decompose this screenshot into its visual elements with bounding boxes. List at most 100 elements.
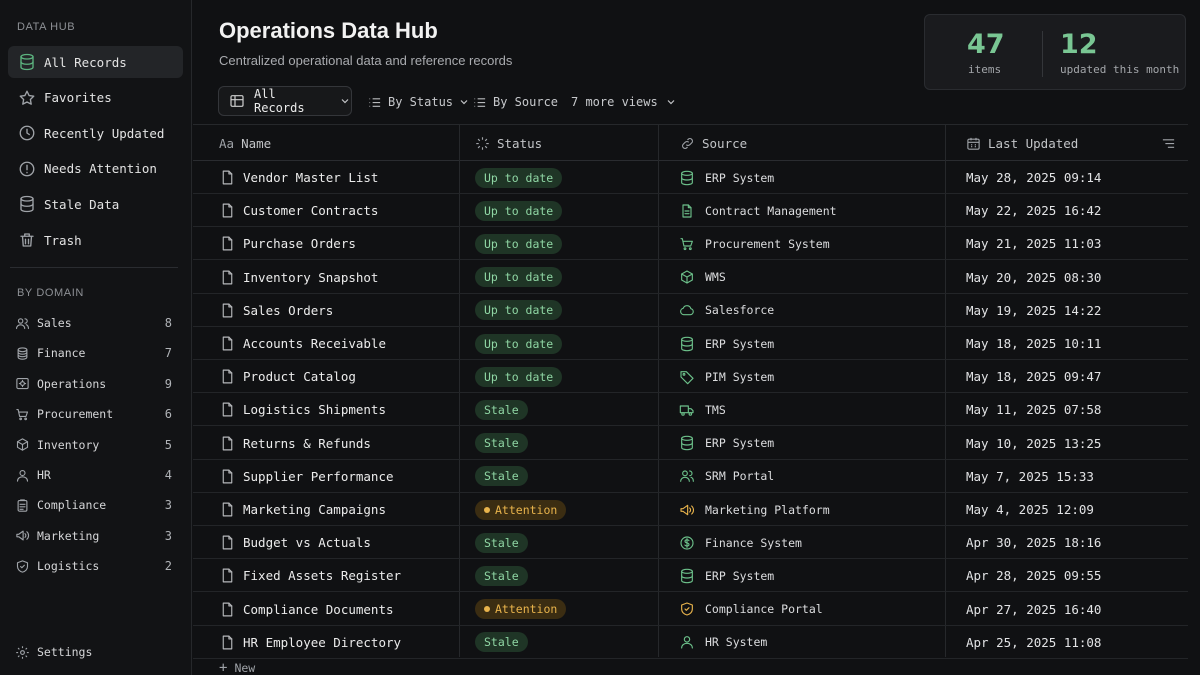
domain-item-procurement[interactable]: Procurement 6: [8, 402, 176, 426]
table-row[interactable]: Customer Contracts Up to date Contract Man…: [193, 194, 1188, 228]
sidebar-item-favorites[interactable]: Favorites: [8, 82, 183, 114]
record-name-cell[interactable]: Compliance Documents: [219, 593, 394, 626]
table-row[interactable]: Inventory Snapshot Up to date WMS May 20, 2…: [193, 261, 1188, 294]
record-name-cell[interactable]: Returns & Refunds: [219, 427, 371, 460]
table-row[interactable]: Product Catalog Up to date PIM System May 1…: [193, 360, 1188, 394]
domain-item-count: 5: [164, 437, 172, 452]
record-name-cell[interactable]: Purchase Orders: [219, 227, 356, 260]
status-cell: Stale: [475, 427, 528, 460]
by-source-view[interactable]: By Source: [472, 93, 558, 111]
source-cell: Contract Management: [679, 194, 837, 227]
record-name: Marketing Campaigns: [243, 502, 386, 517]
sidebar-item-stale-data[interactable]: Stale Data: [8, 188, 183, 220]
record-name-cell[interactable]: Customer Contracts: [219, 194, 378, 227]
record-name-cell[interactable]: Logistics Shipments: [219, 393, 386, 426]
last-updated-cell: May 20, 2025 08:30: [966, 261, 1101, 294]
sidebar-item-recently-updated[interactable]: Recently Updated: [8, 117, 183, 149]
last-updated-cell: Apr 30, 2025 18:16: [966, 526, 1101, 559]
table-row[interactable]: HR Employee Directory Stale HR System Apr 2…: [193, 626, 1188, 659]
domain-item-inventory[interactable]: Inventory 5: [8, 433, 176, 457]
table-row[interactable]: Returns & Refunds Stale ERP System May 10, …: [193, 427, 1188, 460]
last-updated-cell: Apr 28, 2025 09:55: [966, 559, 1101, 592]
table-row[interactable]: Marketing Campaigns Attention Marketing Pl…: [193, 493, 1188, 526]
domain-item-operations[interactable]: Operations 9: [8, 372, 176, 396]
shield-check-icon: [679, 601, 695, 617]
record-name-cell[interactable]: Vendor Master List: [219, 161, 378, 194]
view-selector-label: All Records: [254, 87, 305, 115]
status-badge: Stale: [475, 399, 528, 420]
items-label: items: [968, 63, 1002, 76]
record-name-cell[interactable]: Inventory Snapshot: [219, 261, 378, 294]
clipboard-icon: [15, 498, 30, 513]
sidebar-item-all-records[interactable]: All Records: [8, 46, 183, 78]
by-status-view[interactable]: By Status: [367, 93, 470, 111]
domain-item-finance[interactable]: Finance 7: [8, 341, 176, 365]
status-badge: Attention: [475, 599, 567, 620]
column-header-status[interactable]: Status: [475, 125, 542, 161]
record-name-cell[interactable]: Marketing Campaigns: [219, 493, 386, 526]
sidebar-item-trash[interactable]: Trash: [8, 224, 183, 256]
last-updated-cell: May 22, 2025 16:42: [966, 194, 1101, 227]
record-name-cell[interactable]: Product Catalog: [219, 360, 356, 393]
domain-item-compliance[interactable]: Compliance 3: [8, 493, 176, 517]
source-cell: ERP System: [679, 327, 774, 360]
domain-item-hr[interactable]: HR 4: [8, 463, 176, 487]
view-selector[interactable]: All Records: [218, 86, 352, 116]
last-updated-value: May 7, 2025 15:33: [966, 468, 1094, 484]
new-record-button[interactable]: + New: [219, 660, 255, 675]
users-icon: [15, 316, 30, 331]
coins-icon: [15, 346, 30, 361]
table-row[interactable]: Accounts Receivable Up to date ERP System M…: [193, 327, 1188, 360]
status-badge: Stale: [475, 466, 528, 487]
filter-lines-icon: [1161, 136, 1176, 151]
box-icon: [15, 437, 30, 452]
alert-icon: [18, 160, 36, 178]
file-icon: [219, 634, 235, 651]
record-name-cell[interactable]: Fixed Assets Register: [219, 559, 401, 592]
last-updated-value: May 18, 2025 10:11: [966, 336, 1102, 351]
calendar-icon: [966, 136, 981, 151]
source-name: HR System: [705, 635, 768, 650]
record-name-cell[interactable]: Supplier Performance: [219, 460, 394, 493]
table-row[interactable]: Vendor Master List Up to date ERP System Ma…: [193, 161, 1188, 194]
source-name: Finance System: [705, 535, 802, 550]
sidebar-item-label: All Records: [44, 54, 127, 70]
column-header-name[interactable]: Aa Name: [219, 125, 271, 161]
trash-icon: [18, 231, 36, 249]
domain-item-marketing[interactable]: Marketing 3: [8, 524, 176, 548]
last-updated-cell: May 4, 2025 12:09: [966, 493, 1094, 526]
table-row[interactable]: Sales Orders Up to date Salesforce May 19, …: [193, 294, 1188, 327]
table-row[interactable]: Compliance Documents Attention Compliance …: [193, 593, 1188, 626]
status-badge-label: Stale: [484, 402, 519, 417]
table-row[interactable]: Fixed Assets Register Stale ERP System Apr …: [193, 559, 1188, 593]
table-row[interactable]: Logistics Shipments Stale TMS May 11, 2025 …: [193, 393, 1188, 427]
file-icon: [219, 468, 235, 485]
record-name-cell[interactable]: Sales Orders: [219, 294, 333, 327]
table-row[interactable]: Purchase Orders Up to date Procurement Sys…: [193, 227, 1188, 261]
status-icon: [475, 136, 490, 151]
record-name-cell[interactable]: Budget vs Actuals: [219, 526, 371, 559]
cart-icon: [679, 236, 695, 252]
table-row[interactable]: Budget vs Actuals Stale Finance System Apr …: [193, 526, 1188, 560]
domain-item-logistics[interactable]: Logistics 2: [8, 554, 176, 578]
status-badge: Up to date: [475, 366, 563, 387]
record-name-cell[interactable]: HR Employee Directory: [219, 626, 401, 659]
source-name: ERP System: [705, 336, 775, 351]
record-name-cell[interactable]: Accounts Receivable: [219, 327, 386, 360]
domain-item-sales[interactable]: Sales 8: [8, 311, 176, 335]
source-cell: TMS: [679, 393, 726, 426]
status-badge-label: Up to date: [484, 270, 554, 285]
table-options-button[interactable]: [1161, 125, 1176, 161]
sidebar: DATA HUB All Records Favorites Recently Up…: [0, 0, 192, 675]
column-divider: [945, 124, 946, 657]
more-views-button[interactable]: 7 more views: [571, 93, 677, 111]
column-header-updated[interactable]: Last Updated: [966, 125, 1078, 161]
table-row[interactable]: Supplier Performance Stale SRM Portal May 7…: [193, 460, 1188, 493]
domain-item-label: Finance: [37, 346, 86, 361]
column-header-source[interactable]: Source: [680, 125, 747, 161]
settings-button[interactable]: Settings: [8, 640, 178, 664]
users-icon: [679, 468, 695, 484]
source-name: Contract Management: [705, 203, 837, 218]
last-updated-value: Apr 30, 2025 18:16: [966, 535, 1102, 551]
sidebar-item-needs-attention[interactable]: Needs Attention: [8, 153, 183, 185]
